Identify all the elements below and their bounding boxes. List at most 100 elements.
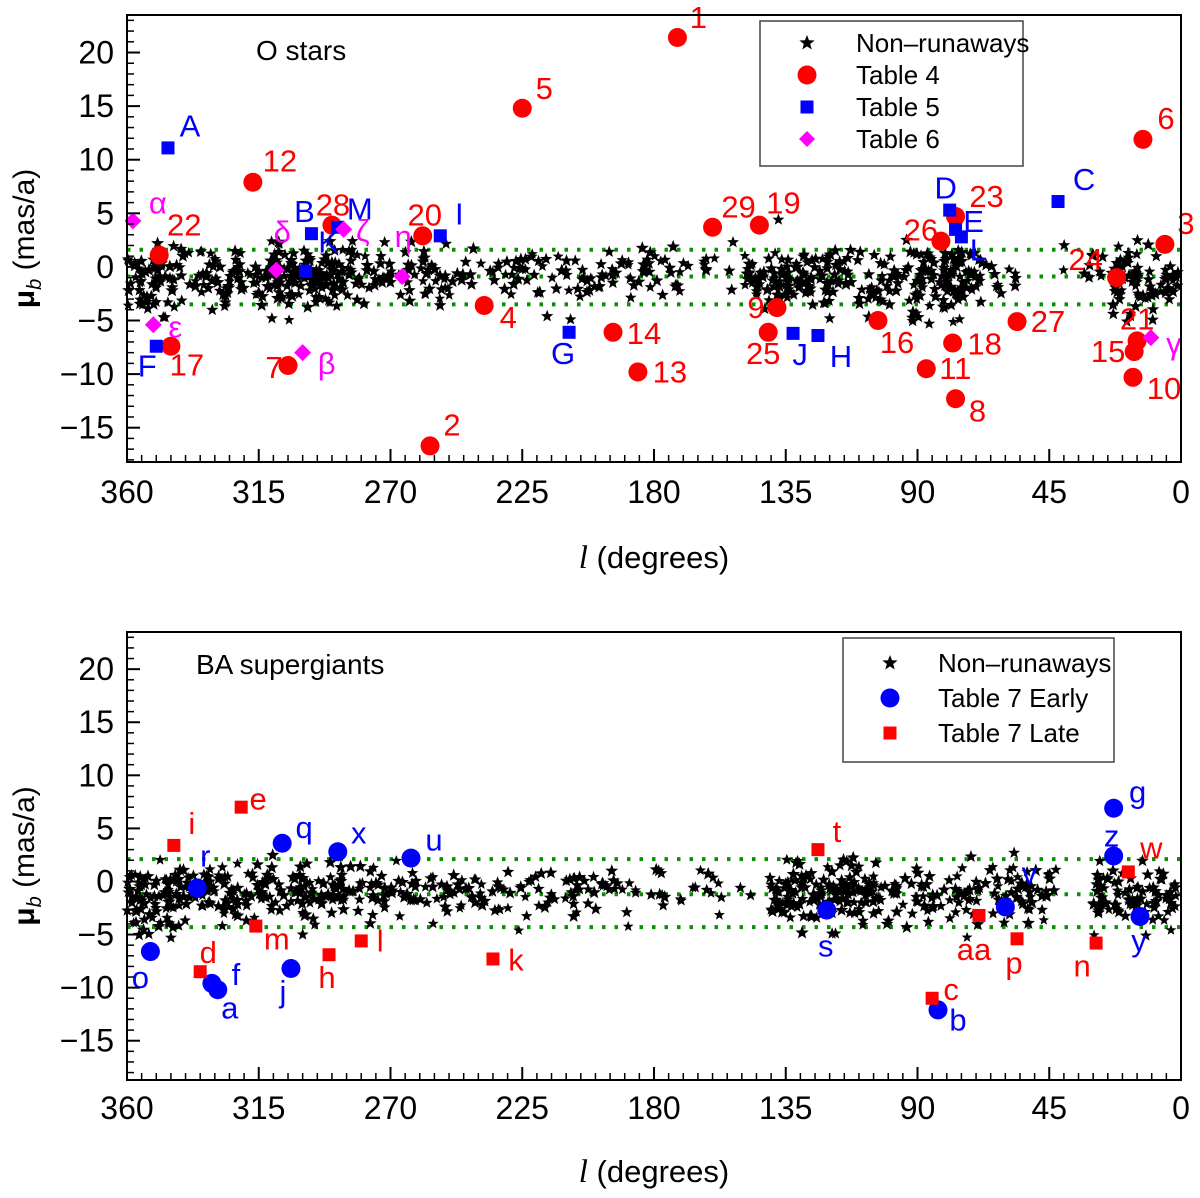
runaway-point-l <box>354 934 368 948</box>
non-runaway-star <box>770 288 784 301</box>
non-runaway-star <box>748 273 761 286</box>
non-runaway-star <box>1025 895 1039 909</box>
non-runaway-star <box>297 244 311 256</box>
non-runaway-star <box>159 873 171 885</box>
non-runaway-star <box>1023 885 1036 898</box>
non-runaway-star <box>297 907 309 918</box>
non-runaway-star <box>162 894 176 908</box>
non-runaway-star <box>843 871 856 883</box>
non-runaway-star <box>674 285 686 296</box>
non-runaway-star <box>384 880 398 894</box>
non-runaway-star <box>271 273 284 285</box>
non-runaway-star <box>288 872 302 885</box>
non-runaway-star <box>208 885 220 897</box>
non-runaway-star <box>1143 280 1157 292</box>
point-label-h: h <box>318 960 335 995</box>
non-runaway-star <box>287 247 300 259</box>
non-runaway-star <box>608 882 621 894</box>
non-runaway-star <box>131 884 145 897</box>
non-runaway-star <box>629 886 642 898</box>
non-runaway-star <box>1141 867 1155 881</box>
non-runaway-star <box>343 859 358 873</box>
point-label-c: c <box>943 972 959 1007</box>
non-runaway-star <box>757 265 771 278</box>
non-runaway-star <box>239 894 253 907</box>
runaway-point-γ <box>1142 329 1160 347</box>
non-runaway-star <box>1047 883 1061 897</box>
legend-marker-square <box>800 100 814 114</box>
non-runaway-star <box>1169 900 1181 912</box>
runaway-point-c <box>925 991 939 1005</box>
point-label-β: β <box>318 346 336 381</box>
non-runaway-star <box>917 890 929 901</box>
non-runaway-star <box>700 883 713 896</box>
non-runaway-star <box>253 888 266 900</box>
non-runaway-star <box>866 885 879 897</box>
non-runaway-star <box>865 286 879 299</box>
series-Table-6: α β γ δ ε ζ η <box>124 185 1182 381</box>
non-runaway-star <box>883 284 896 297</box>
non-runaway-star <box>877 296 889 307</box>
non-runaway-star <box>808 888 821 901</box>
non-runaway-star <box>196 899 209 911</box>
non-runaway-star <box>944 912 956 924</box>
non-runaway-star <box>1141 898 1153 909</box>
panel-title: BA supergiants <box>196 649 384 680</box>
non-runaway-star <box>878 258 891 270</box>
non-runaway-star <box>1131 261 1144 274</box>
non-runaway-star <box>404 235 418 248</box>
non-runaway-star <box>992 880 1004 891</box>
non-runaway-star <box>576 263 589 275</box>
non-runaway-star <box>563 284 575 296</box>
non-runaway-star <box>971 917 985 931</box>
non-runaway-star <box>293 868 307 881</box>
point-label-w: w <box>1139 830 1163 865</box>
non-runaway-star <box>1151 888 1165 901</box>
non-runaway-star <box>835 873 848 886</box>
non-runaway-star <box>954 257 966 268</box>
non-runaway-star <box>344 263 357 276</box>
point-label-η: η <box>395 219 412 254</box>
non-runaway-star <box>150 904 163 917</box>
non-runaway-star <box>1110 256 1123 269</box>
non-runaway-star <box>248 260 263 273</box>
non-runaway-star <box>125 868 138 881</box>
runaway-point-aa <box>972 908 986 922</box>
non-runaway-star <box>841 268 855 280</box>
non-runaway-star <box>1146 302 1160 315</box>
non-runaway-star <box>195 245 208 257</box>
non-runaway-star <box>916 281 929 293</box>
non-runaway-star <box>788 873 802 886</box>
non-runaway-star <box>1141 237 1155 251</box>
non-runaway-star <box>825 275 837 286</box>
non-runaway-star <box>922 915 935 928</box>
non-runaway-star <box>267 247 282 261</box>
non-runaway-star <box>658 253 671 265</box>
non-runaway-star <box>342 883 356 897</box>
non-runaway-star <box>576 273 588 285</box>
non-runaway-star <box>147 878 161 891</box>
non-runaway-star <box>1147 913 1159 925</box>
non-runaway-star <box>1125 310 1137 322</box>
non-runaway-star <box>478 894 492 907</box>
non-runaway-star <box>772 213 785 225</box>
non-runaway-star <box>128 256 142 269</box>
non-runaway-star <box>122 283 136 297</box>
non-runaway-star <box>357 296 371 310</box>
non-runaway-star <box>1171 279 1184 291</box>
non-runaway-star <box>842 265 854 276</box>
non-runaway-star <box>195 286 208 297</box>
non-runaway-star <box>725 283 738 296</box>
non-runaway-star <box>841 884 853 895</box>
runaway-point-9 <box>767 298 787 318</box>
non-runaway-star <box>1132 880 1144 892</box>
non-runaway-star <box>426 259 437 270</box>
non-runaway-star <box>968 265 980 277</box>
non-runaway-star <box>1159 285 1173 299</box>
runaway-point-β <box>294 344 312 362</box>
non-runaway-star <box>961 884 974 896</box>
runaway-point-5 <box>512 98 532 118</box>
non-runaway-star <box>417 244 431 257</box>
non-runaway-star <box>1009 267 1021 279</box>
non-runaway-star <box>869 856 883 869</box>
